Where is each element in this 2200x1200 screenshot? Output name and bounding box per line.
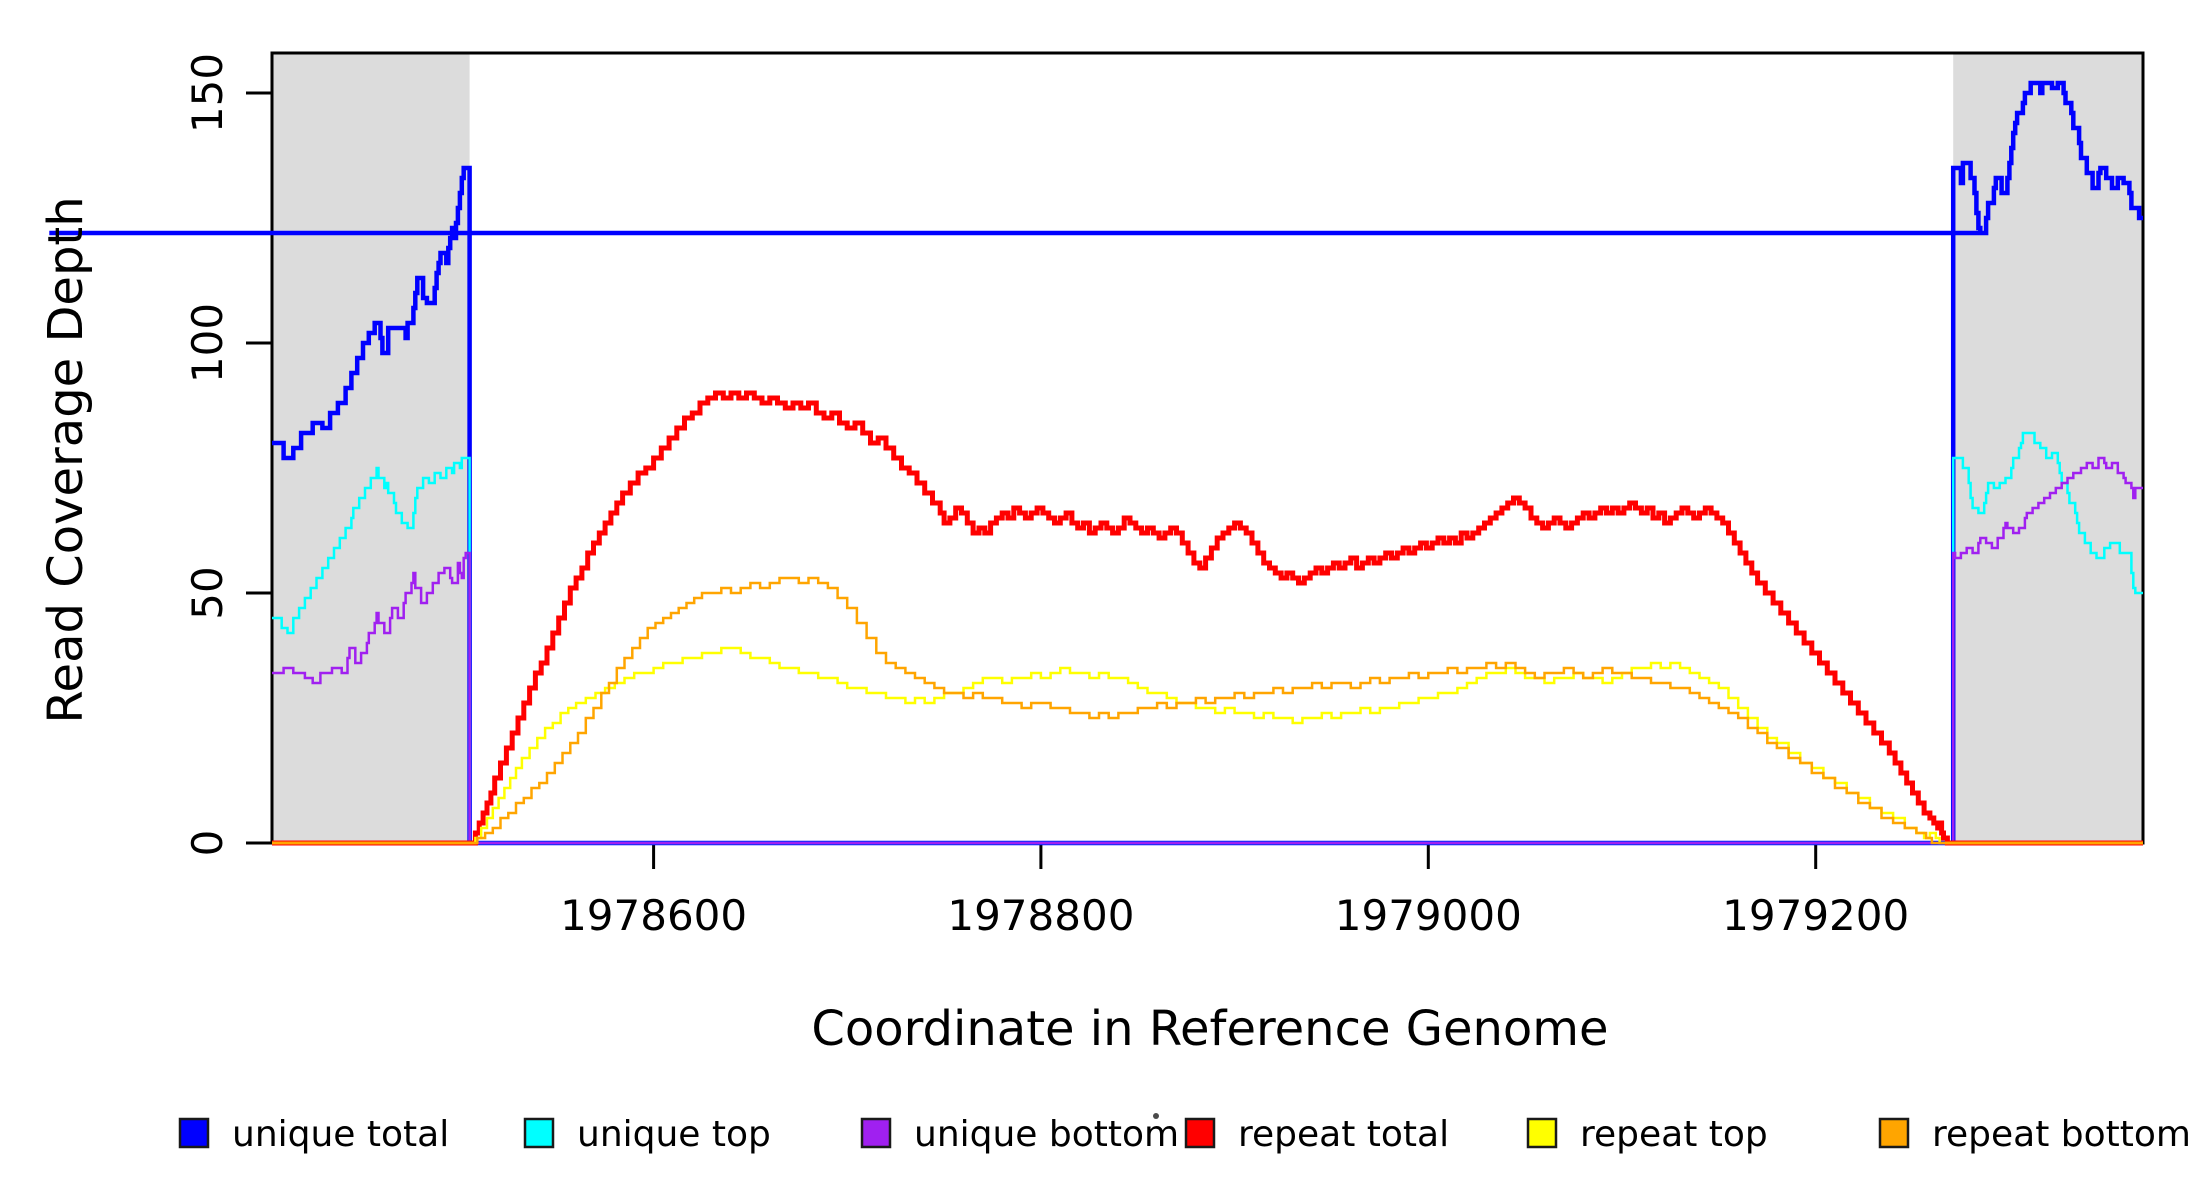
series-repeat-top-line — [272, 646, 2143, 845]
series-layer — [49, 80, 2143, 846]
legend-swatch-unique-bottom — [860, 1117, 892, 1149]
series-unique-top-line — [272, 431, 2143, 845]
y-tick-label-150: 150 — [183, 53, 232, 133]
y-tick-label-50: 50 — [183, 566, 232, 619]
shaded-region-left-unique-flank — [272, 53, 470, 843]
legend-stray-dot — [1153, 1113, 1159, 1119]
legend-item-repeat-total: repeat total — [1184, 1114, 1449, 1155]
legend-label-repeat-bottom: repeat bottom — [1932, 1114, 2191, 1155]
series-unique-bottom-line — [272, 456, 2143, 845]
legend-label-unique-bottom: unique bottom — [914, 1114, 1179, 1155]
x-axis-title: Coordinate in Reference Genome — [811, 1001, 1608, 1057]
legend: unique total unique top unique bottom repea… — [178, 1114, 2191, 1155]
legend-label-unique-top: unique top — [577, 1114, 771, 1155]
axes-layer: 1978600 1978800 1979000 1979200 0 50 100 150 — [183, 53, 1909, 940]
legend-label-repeat-total: repeat total — [1238, 1114, 1449, 1155]
x-tick-label-1979000: 1979000 — [1335, 891, 1522, 940]
legend-item-unique-bottom: unique bottom — [860, 1114, 1179, 1155]
series-repeat-total-line — [272, 390, 2143, 846]
legend-label-unique-total: unique total — [232, 1114, 449, 1155]
y-axis-title: Read Coverage Depth — [38, 196, 94, 723]
legend-swatch-repeat-total — [1184, 1117, 1216, 1149]
legend-swatch-unique-top — [523, 1117, 555, 1149]
x-tick-label-1978600: 1978600 — [560, 891, 747, 940]
y-tick-label-0: 0 — [183, 830, 232, 857]
legend-item-repeat-top: repeat top — [1526, 1114, 1768, 1155]
y-tick-label-100: 100 — [183, 303, 232, 383]
x-tick-label-1978800: 1978800 — [947, 891, 1134, 940]
shaded-region-right-unique-flank — [1953, 53, 2143, 843]
legend-label-repeat-top: repeat top — [1580, 1114, 1768, 1155]
legend-item-unique-top: unique top — [523, 1114, 771, 1155]
legend-swatch-repeat-top — [1526, 1117, 1558, 1149]
series-repeat-bottom-line — [272, 576, 2143, 845]
legend-swatch-repeat-bottom — [1878, 1117, 1910, 1149]
legend-item-repeat-bottom: repeat bottom — [1878, 1114, 2191, 1155]
x-tick-label-1979200: 1979200 — [1722, 891, 1909, 940]
legend-swatch-unique-total — [178, 1117, 210, 1149]
legend-item-unique-total: unique total — [178, 1114, 449, 1155]
series-unique-total-line — [49, 80, 2143, 846]
